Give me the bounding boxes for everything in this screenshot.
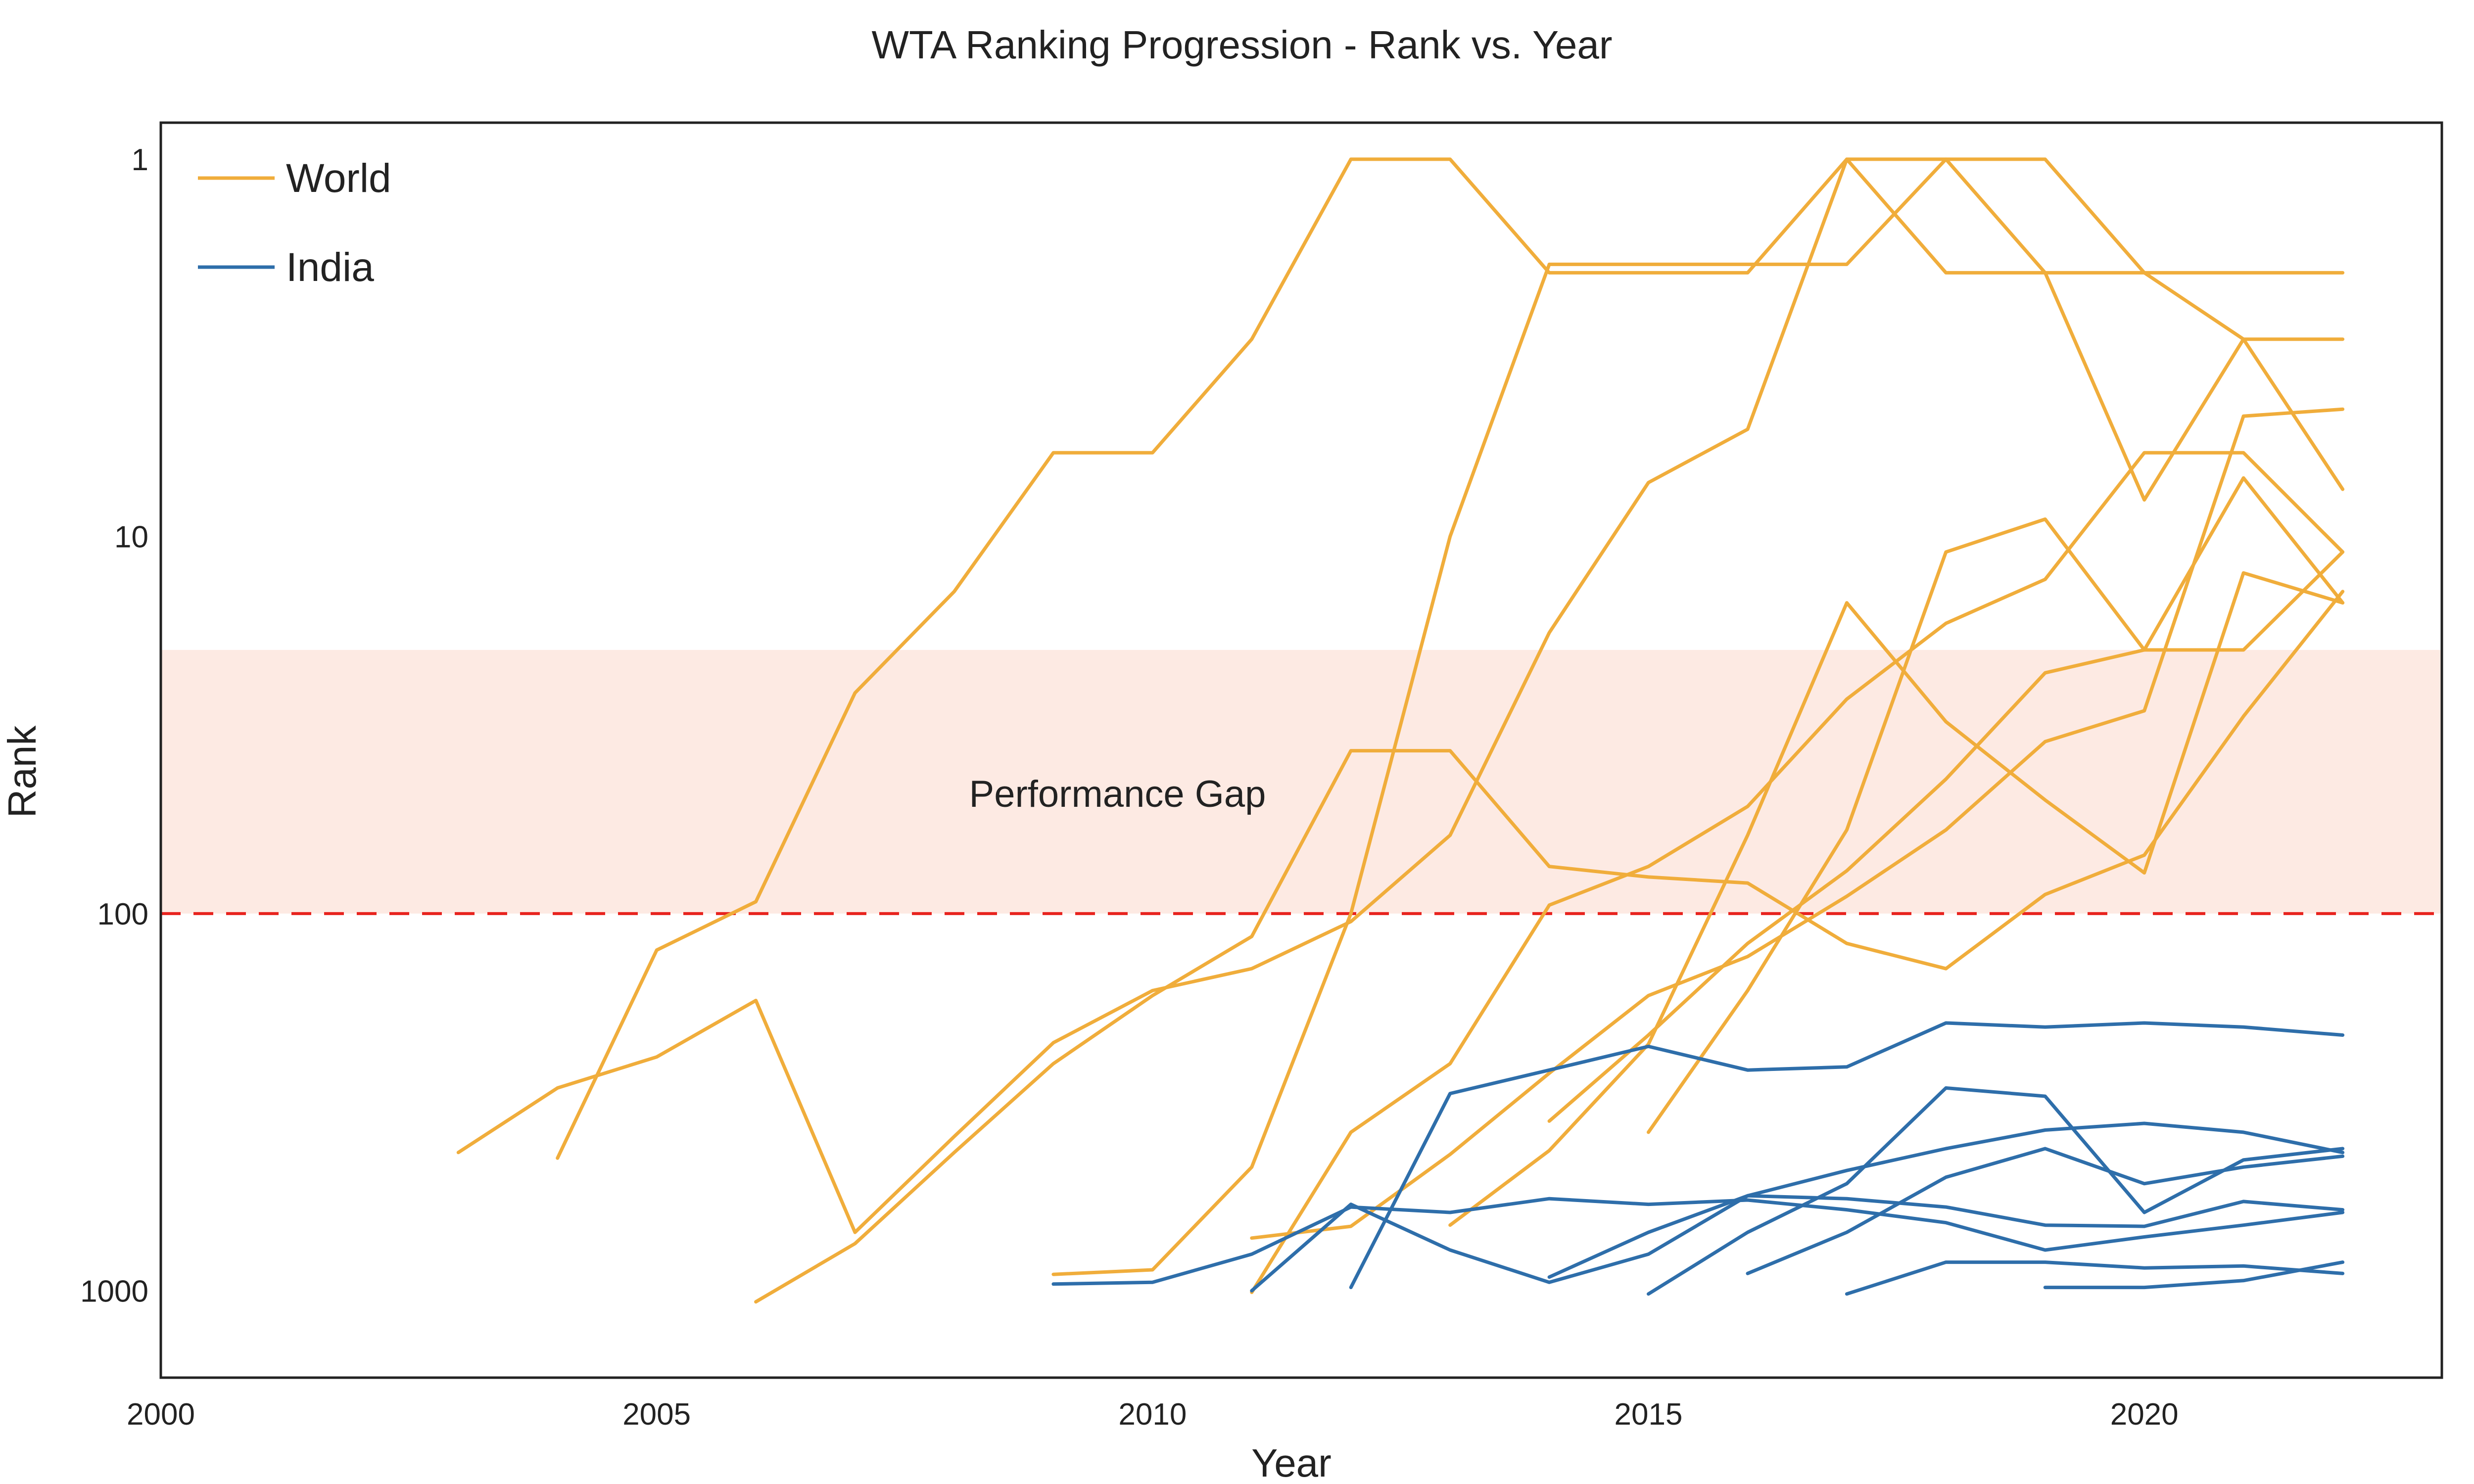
world-series-line-1 bbox=[456, 157, 2345, 1234]
y-tick-label: 10 bbox=[114, 520, 148, 554]
legend-label-india: India bbox=[286, 245, 374, 290]
x-tick-label: 2010 bbox=[1118, 1397, 1187, 1432]
series-group-world bbox=[456, 157, 2345, 1304]
india-series-line-2 bbox=[1250, 1194, 2345, 1293]
y-tick-label: 1 bbox=[132, 143, 148, 177]
world-series-line-2 bbox=[556, 157, 2345, 1160]
india-series-line-8 bbox=[2043, 1260, 2345, 1290]
india-series-line-3 bbox=[1349, 1021, 2345, 1290]
plot-area: Performance Gap bbox=[159, 121, 2443, 1379]
india-series-line-6 bbox=[1746, 1147, 2345, 1275]
world-series-line-5 bbox=[1250, 407, 2345, 1240]
x-tick-label: 2000 bbox=[127, 1397, 195, 1432]
legend-label-world: World bbox=[286, 156, 391, 201]
x-tick-label: 2020 bbox=[2110, 1397, 2179, 1432]
y-axis-label: Rank bbox=[0, 725, 44, 818]
world-series-line-3 bbox=[754, 590, 2345, 1304]
y-tick-label: 1000 bbox=[80, 1274, 148, 1308]
legend: World India bbox=[198, 156, 391, 290]
y-axis-ticks: 1 10 100 1000 bbox=[80, 143, 148, 1308]
world-series-line-7 bbox=[1448, 571, 2345, 1227]
plot-frame bbox=[159, 121, 2443, 1379]
india-series-line-1 bbox=[1051, 1197, 2345, 1286]
y-tick-label: 100 bbox=[97, 897, 148, 931]
india-series-line-7 bbox=[1845, 1260, 2345, 1296]
india-series-line-4 bbox=[1547, 1121, 2345, 1279]
world-series-line-9 bbox=[1647, 476, 2345, 1134]
series-layer bbox=[456, 157, 2345, 1304]
x-tick-label: 2005 bbox=[622, 1397, 691, 1432]
x-axis-ticks: 2000 2005 2010 2015 2020 bbox=[127, 1397, 2179, 1432]
world-series-line-6 bbox=[1250, 451, 2345, 1295]
performance-gap-band bbox=[161, 649, 2442, 914]
chart-title: WTA Ranking Progression - Rank vs. Year bbox=[872, 23, 1613, 67]
performance-gap-label: Performance Gap bbox=[969, 773, 1266, 815]
x-axis-label: Year bbox=[1251, 1441, 1332, 1484]
x-tick-label: 2015 bbox=[1615, 1397, 1683, 1432]
world-series-line-4 bbox=[1051, 157, 2345, 1276]
series-group-india bbox=[1051, 1021, 2345, 1296]
world-series-line-8 bbox=[1547, 550, 2345, 1123]
